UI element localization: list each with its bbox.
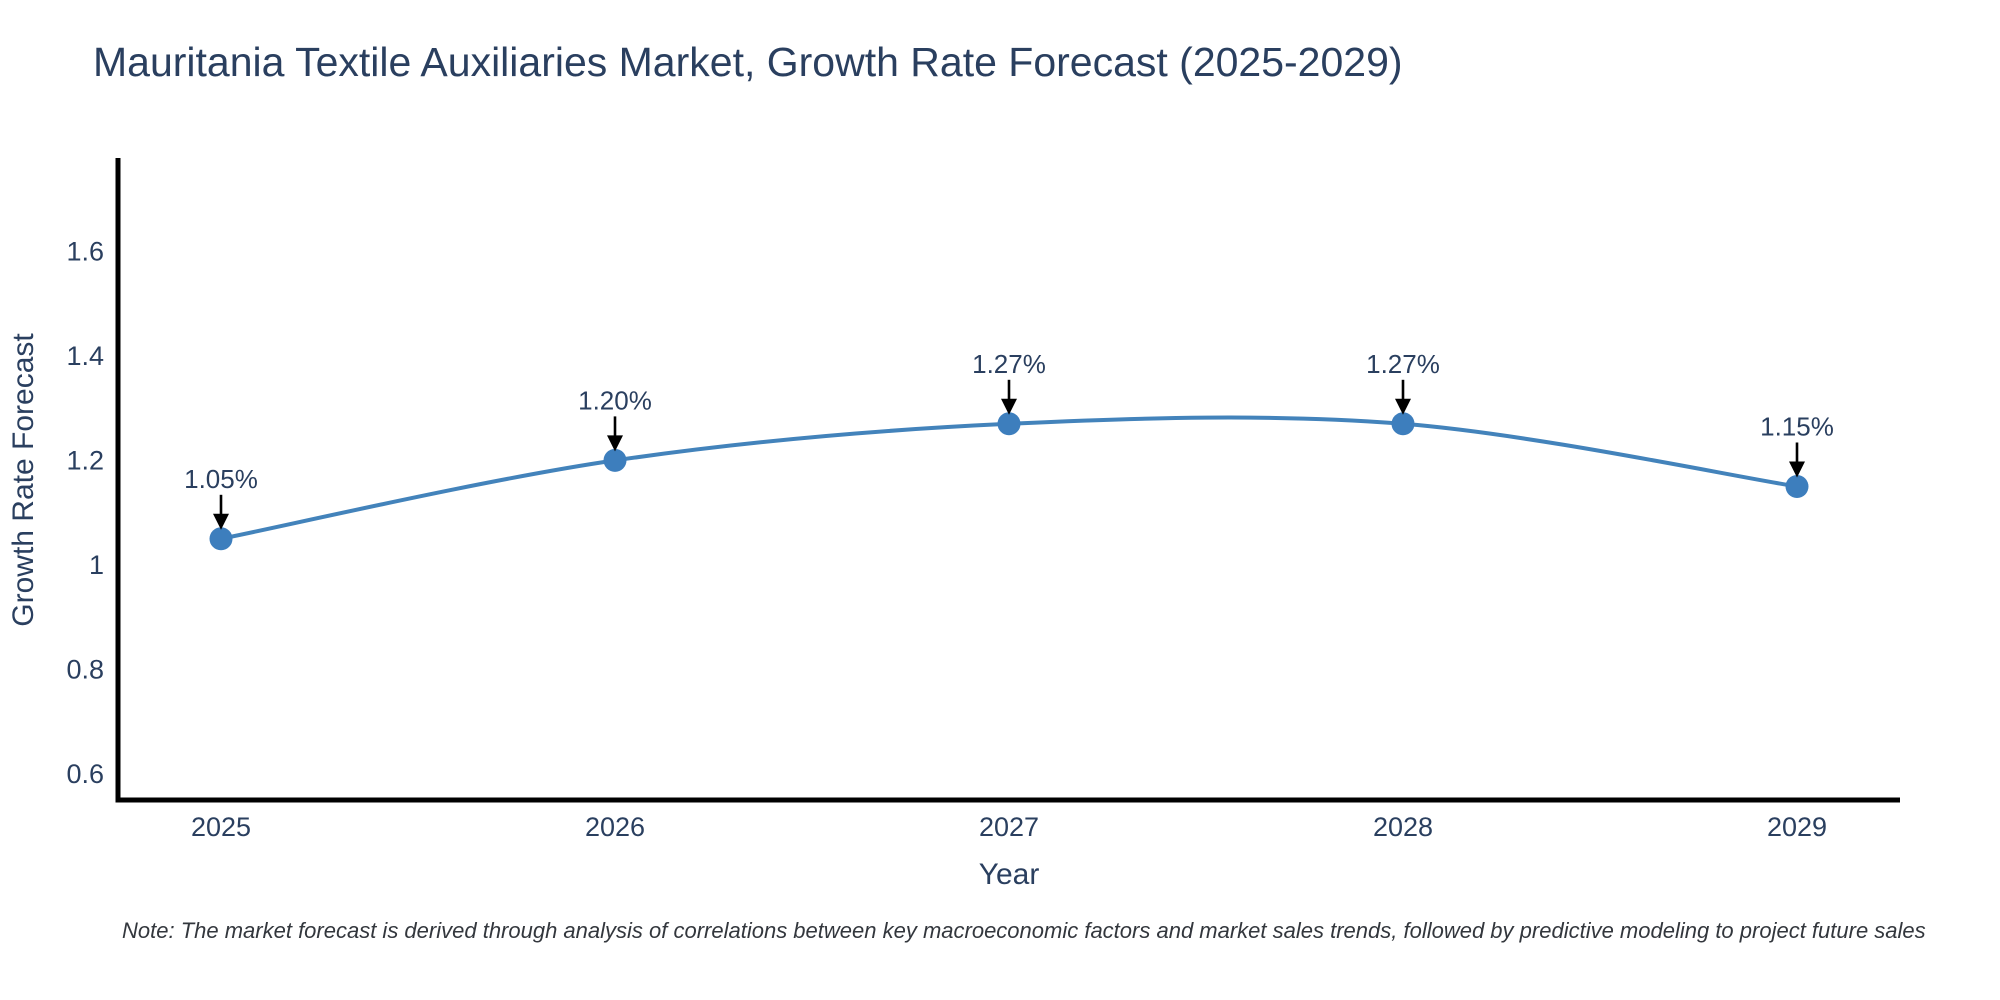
footnote: Note: The market forecast is derived thr… [122,918,1926,943]
data-point-marker-2028 [1391,412,1415,436]
annotation-label-2028: 1.27% [1366,349,1440,379]
x-tick-label-2026: 2026 [585,812,645,842]
y-tick-label-1.6: 1.6 [66,236,104,266]
annotation-arrow-head-2025 [213,513,229,530]
data-point-marker-2026 [603,448,627,472]
chart-title: Mauritania Textile Auxiliaries Market, G… [93,39,1403,85]
data-point-marker-2029 [1785,475,1809,498]
x-tick-label-2028: 2028 [1373,812,1433,842]
y-tick-label-1: 1 [89,550,104,580]
annotation-arrow-head-2026 [607,435,623,452]
annotation-label-2027: 1.27% [972,349,1046,379]
y-tick-label-0.6: 0.6 [66,759,104,789]
y-tick-label-0.8: 0.8 [66,654,104,684]
annotation-arrow-head-2028 [1395,398,1411,415]
annotation-label-2026: 1.20% [578,385,652,415]
annotation-label-2025: 1.05% [184,464,258,494]
y-tick-label-1.4: 1.4 [66,341,104,371]
data-point-marker-2027 [997,412,1021,436]
y-tick-label-1.2: 1.2 [66,445,104,475]
x-tick-label-2027: 2027 [979,812,1039,842]
line-series-path [220,415,1798,541]
x-axis-title: Year [978,858,1040,891]
x-tick-label-2029: 2029 [1767,812,1827,842]
data-point-marker-2025 [209,527,233,551]
annotation-label-2029: 1.15% [1760,412,1834,442]
annotation-arrow-head-2029 [1789,461,1805,478]
annotation-arrow-head-2027 [1001,398,1017,415]
x-tick-label-2025: 2025 [191,812,251,842]
